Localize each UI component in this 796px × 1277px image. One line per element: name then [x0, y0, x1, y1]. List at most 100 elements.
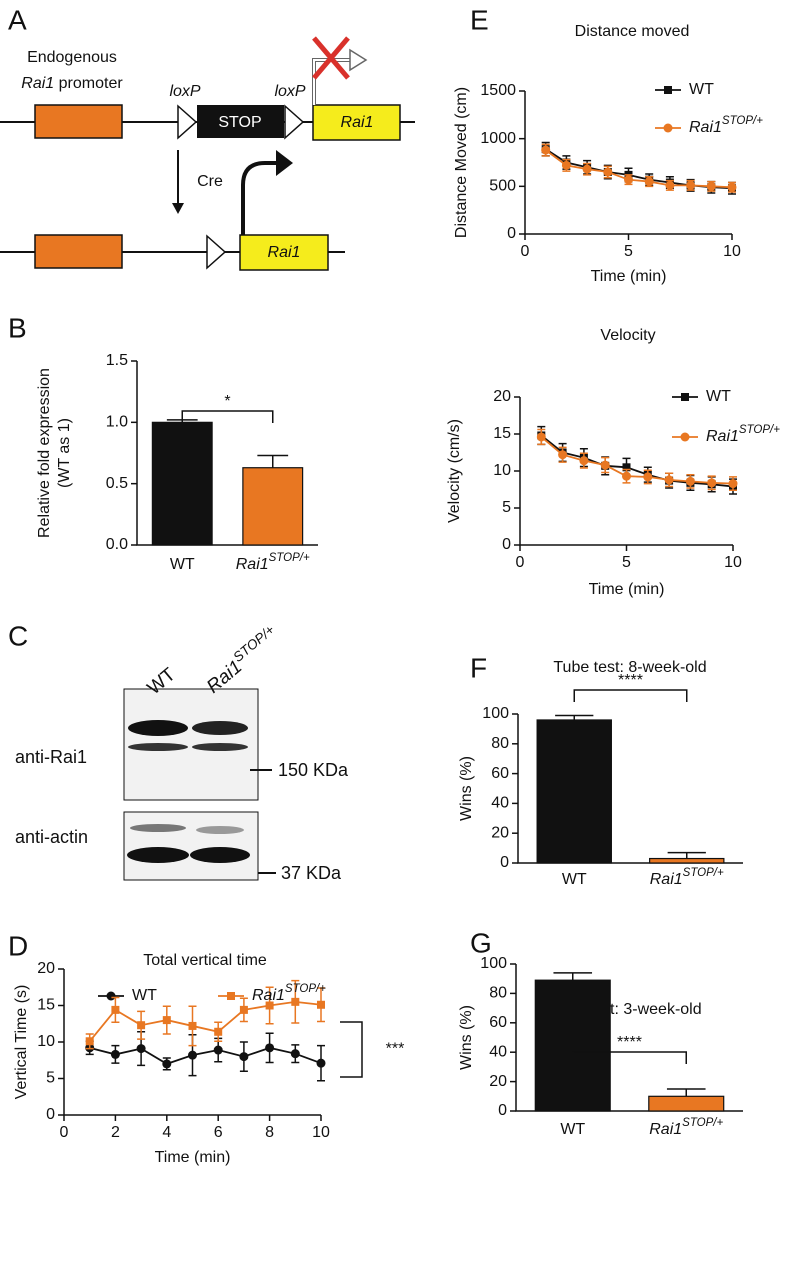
bar — [649, 857, 725, 864]
loxp-site — [177, 104, 198, 140]
marker — [162, 1059, 172, 1069]
marker — [317, 1000, 325, 1009]
significance-bracket — [340, 1021, 363, 1078]
series-line — [89, 1046, 322, 1065]
y-tick-label: 500 — [489, 178, 516, 195]
marker — [727, 182, 737, 192]
blot-box — [123, 811, 259, 881]
y-tick-label: 100 — [480, 955, 507, 972]
active-arrow — [241, 161, 278, 235]
x-tick-label: WT — [560, 1121, 585, 1138]
loxp-site — [206, 234, 227, 270]
significance-label: *** — [386, 1041, 405, 1058]
x-tick-label: 4 — [162, 1124, 171, 1141]
y-tick-label: 60 — [489, 1014, 507, 1031]
significance-label: **** — [617, 1034, 642, 1051]
y-tick-label: 1.0 — [106, 414, 128, 431]
y-axis-label: (WT as 1) — [56, 418, 73, 488]
marker — [188, 1050, 197, 1060]
marker — [728, 479, 738, 489]
marker-label: 150 KDa — [278, 760, 349, 780]
marker — [188, 1021, 197, 1030]
y-axis-label: Relative fold expression — [36, 368, 53, 538]
chart-title: Total vertical time — [143, 952, 267, 969]
marker — [106, 991, 116, 1001]
y-tick-label: 0 — [507, 225, 516, 242]
legend-label: WT — [132, 987, 157, 1004]
marker — [664, 86, 672, 94]
x-tick-label: 2 — [111, 1124, 120, 1141]
panel-letter: E — [470, 4, 489, 35]
series-line — [545, 149, 733, 189]
y-tick-label: 20 — [491, 824, 509, 841]
cre-arrow-head — [172, 203, 184, 214]
panel-letter: B — [8, 312, 27, 343]
series-line — [545, 148, 733, 190]
y-axis-label: Velocity (cm/s) — [446, 419, 463, 523]
marker — [227, 992, 235, 1000]
marker — [541, 145, 551, 155]
y-tick-label: 1500 — [480, 82, 516, 99]
x-tick-label: 8 — [265, 1124, 274, 1141]
marker — [644, 177, 654, 187]
panel-letter: D — [8, 930, 28, 961]
y-tick-label: 100 — [482, 705, 509, 722]
significance-bracket — [573, 689, 688, 702]
y-tick-label: 80 — [489, 985, 507, 1002]
marker — [162, 1016, 171, 1025]
diagram-label: Rai1 — [341, 114, 374, 131]
marker — [213, 1045, 223, 1055]
x-tick-label: 10 — [312, 1124, 330, 1141]
axis-line — [524, 91, 732, 235]
bar — [534, 979, 611, 1112]
marker — [239, 1005, 248, 1014]
marker — [706, 181, 716, 191]
marker — [582, 164, 592, 174]
y-axis-label: Wins (%) — [458, 756, 475, 821]
x-tick-label: 0 — [516, 554, 525, 571]
y-tick-label: 10 — [37, 1033, 55, 1050]
marker — [536, 432, 546, 442]
bar — [151, 421, 213, 546]
promoter-box — [34, 234, 123, 269]
legend-label: Rai1STOP/+ — [706, 424, 780, 445]
diagram-label: Rai1 promoter — [21, 75, 123, 92]
x-tick-label: 6 — [214, 1124, 223, 1141]
western-blot: WT Rai1STOP/+ anti-Rai1 anti-actin 150 K… — [15, 622, 349, 883]
blot-band — [130, 824, 186, 832]
marker — [680, 432, 690, 442]
promoter-arrow — [312, 58, 350, 105]
significance-label: * — [224, 393, 230, 410]
series-line — [540, 434, 734, 488]
y-tick-label: 0 — [498, 1102, 507, 1119]
marker — [622, 471, 631, 481]
y-tick-label: 0 — [500, 854, 509, 871]
gene-box — [312, 104, 401, 141]
active-arrow-head — [276, 150, 293, 176]
bar — [242, 467, 304, 546]
blot-band — [128, 743, 188, 751]
blot-band — [196, 826, 244, 834]
diagram-label: loxP — [169, 83, 200, 100]
x-tick-label: 10 — [723, 243, 741, 260]
diagram-label: Rai1 — [268, 244, 301, 261]
marker — [579, 456, 589, 466]
y-tick-label: 5 — [46, 1070, 55, 1087]
marker — [316, 1058, 326, 1068]
diagram-label: Cre — [197, 173, 223, 190]
diagram-label: Endogenous — [27, 49, 117, 66]
blot-band — [192, 743, 248, 751]
y-tick-label: 15 — [493, 425, 511, 442]
x-tick-label: 5 — [622, 554, 631, 571]
chart-title: Tube test: 8-week-old — [553, 659, 706, 676]
y-tick-label: 0.0 — [106, 536, 128, 553]
y-tick-label: 40 — [489, 1043, 507, 1060]
significance-bracket — [572, 1051, 687, 1064]
x-axis-label: Time (min) — [589, 581, 665, 598]
marker — [622, 463, 631, 472]
marker — [137, 1021, 146, 1030]
blot-band — [192, 721, 248, 735]
x-tick-label: WT — [562, 871, 587, 888]
series-line — [89, 1000, 322, 1042]
